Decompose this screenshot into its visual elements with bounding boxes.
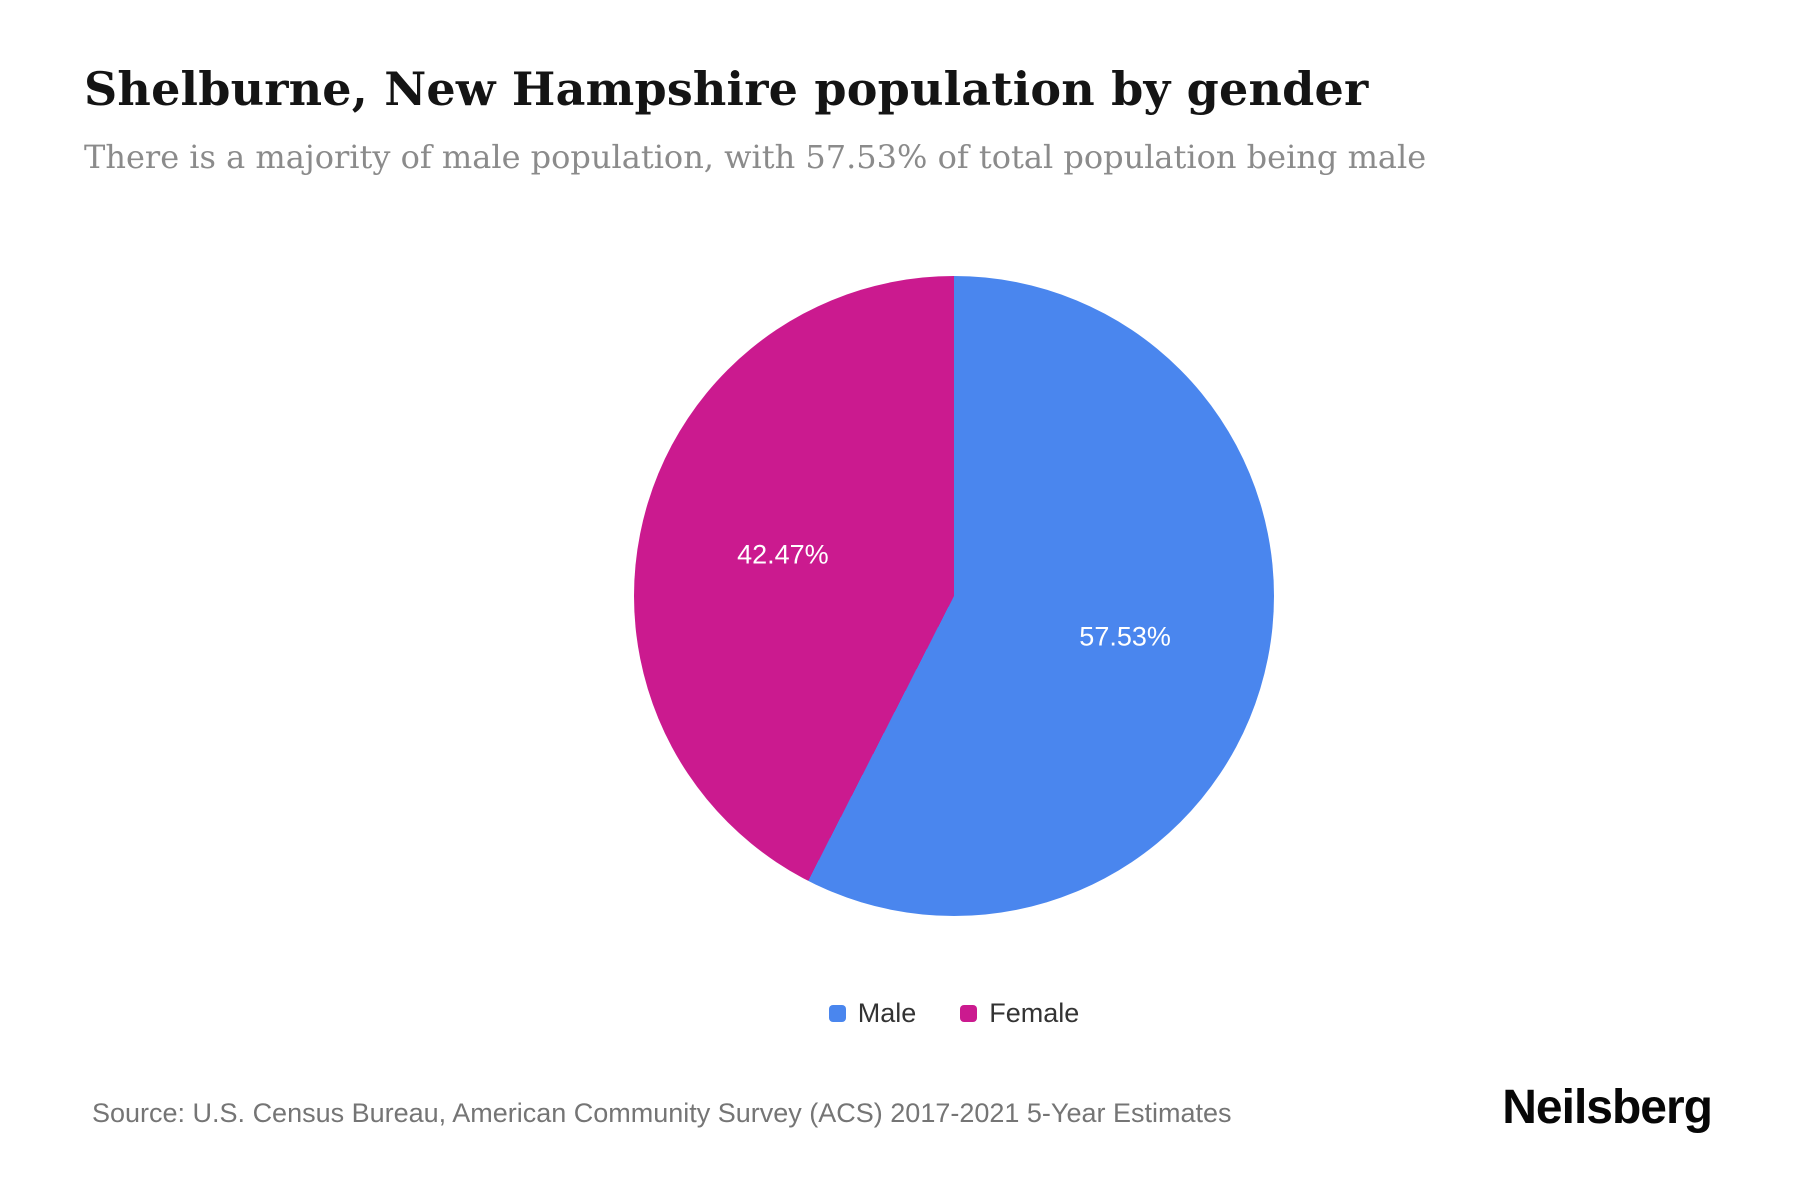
chart-legend: Male Female xyxy=(634,998,1274,1029)
legend-swatch-icon xyxy=(960,1005,978,1022)
chart-title: Shelburne, New Hampshire population by g… xyxy=(84,62,1369,116)
legend-item-female[interactable]: Female xyxy=(960,998,1079,1029)
brand-logo: Neilsberg xyxy=(1502,1081,1713,1134)
pie-slice-label: 42.47% xyxy=(737,539,829,570)
pie-slice-label: 57.53% xyxy=(1079,621,1171,652)
legend-label: Male xyxy=(857,998,917,1028)
legend-item-male[interactable]: Male xyxy=(828,998,917,1029)
source-note: Source: U.S. Census Bureau, American Com… xyxy=(92,1098,1232,1128)
chart-subtitle: There is a majority of male population, … xyxy=(84,138,1427,176)
legend-label: Female xyxy=(989,998,1080,1028)
pie-chart-area: 57.53% 42.47% xyxy=(634,276,1274,916)
legend-swatch-icon xyxy=(828,1005,846,1022)
pie-chart xyxy=(634,276,1274,916)
